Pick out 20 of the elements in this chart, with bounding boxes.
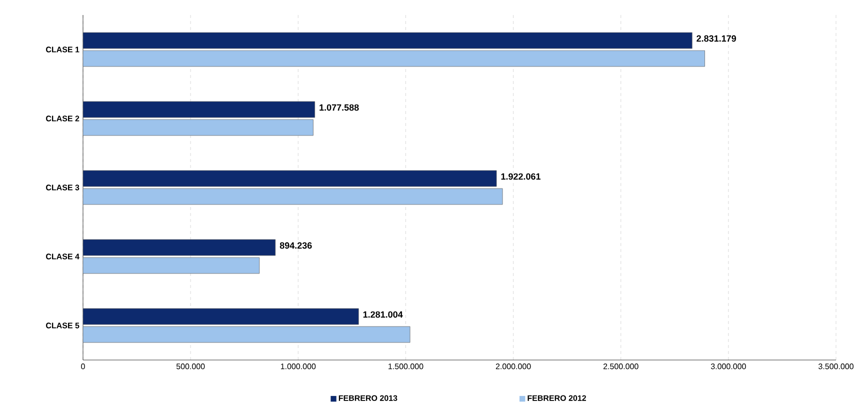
- data-label: 1.077.588: [320, 104, 359, 111]
- x-tick-label: 2.500.000: [603, 364, 638, 370]
- x-tick-label: 0: [81, 364, 85, 370]
- data-label: 2.831.179: [696, 35, 736, 42]
- data-label: 1.281.004: [363, 311, 403, 318]
- x-tick-label: 3.000.000: [710, 364, 746, 370]
- x-tick-label: 2.000.000: [496, 364, 531, 370]
- x-tick-label: 3.500.000: [818, 364, 854, 370]
- x-tick-label: 1.500.000: [388, 364, 424, 370]
- x-tick-label: 500.000: [176, 364, 205, 370]
- data-label: 1.922.061: [501, 173, 541, 180]
- y-tick-label: CLASE 2: [46, 116, 80, 122]
- legend-label: FEBRERO 2012: [528, 395, 586, 401]
- y-tick-label: CLASE 5: [46, 322, 80, 328]
- legend-label: FEBRERO 2013: [338, 395, 398, 401]
- y-tick-label: CLASE 4: [46, 254, 80, 260]
- data-label: 894.236: [280, 242, 312, 249]
- x-tick-label: 1.000.000: [280, 364, 316, 370]
- y-tick-label: CLASE 3: [46, 184, 80, 190]
- y-tick-label: CLASE 1: [46, 46, 80, 52]
